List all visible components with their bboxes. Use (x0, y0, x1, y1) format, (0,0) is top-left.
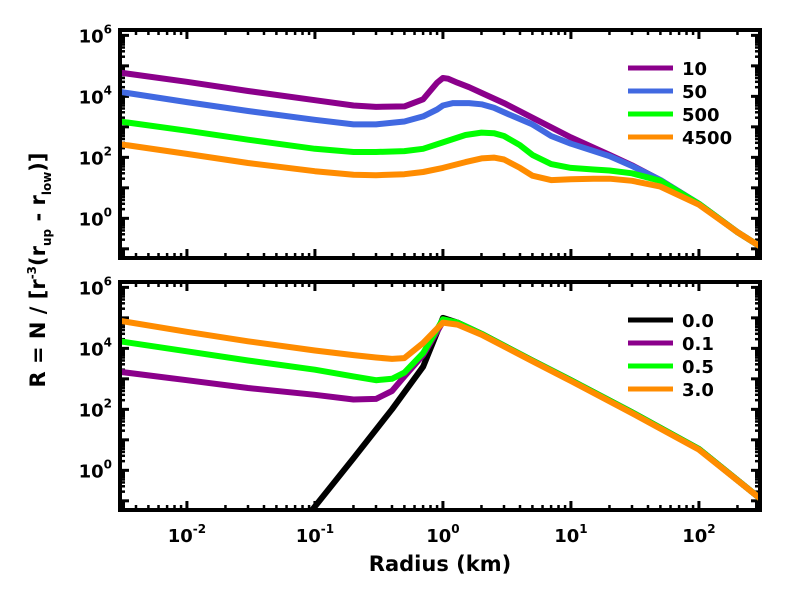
bottom-legend: 0.00.10.53.0 (628, 311, 714, 401)
bottom-series (120, 314, 760, 510)
legend-label-500: 500 (682, 105, 720, 126)
x-tick-label: 10-2 (168, 522, 206, 547)
x-axis-label: Radius (km) (369, 552, 511, 576)
bottom-y-tick-labels: 100 102 104 106 (79, 274, 112, 482)
series-line-0.1 (120, 318, 760, 501)
top-y-tick-labels: 100 102 104 106 (79, 22, 112, 230)
legend-label-3.0: 3.0 (682, 380, 714, 401)
y-tick-label: 100 (79, 457, 112, 482)
legend-label-4500: 4500 (682, 128, 732, 149)
y-tick-label: 102 (79, 144, 112, 169)
y-tick-label: 102 (79, 396, 112, 421)
top-plot-frame (118, 28, 762, 260)
legend-label-10: 10 (682, 59, 707, 80)
legend-label-50: 50 (682, 82, 707, 103)
y-tick-label: 104 (79, 335, 112, 360)
y-tick-label: 100 (79, 205, 112, 230)
series-line-500 (120, 118, 760, 249)
legend-label-0.5: 0.5 (682, 357, 714, 378)
series-line-3.0 (120, 317, 760, 501)
bottom-panel: 100 102 104 106 10-2 10-1 100 101 102 0.00.10.5… (79, 274, 762, 547)
x-tick-label: 101 (554, 522, 587, 547)
y-axis-label: R = N / [r-3(rup - rlow)] (25, 152, 54, 387)
bottom-plot-frame (118, 280, 762, 512)
bottom-x-tick-labels: 10-2 10-1 100 101 102 (168, 522, 716, 547)
legend-label-0.0: 0.0 (682, 311, 714, 332)
x-tick-label: 102 (682, 522, 715, 547)
top-series (120, 69, 760, 249)
series-line-4500 (120, 141, 760, 249)
bottom-ticks (118, 282, 762, 512)
x-tick-label: 10-1 (296, 522, 334, 547)
series-line-0.5 (120, 316, 760, 501)
y-tick-label: 106 (79, 274, 112, 299)
y-tick-label: 104 (79, 83, 112, 108)
y-tick-label: 106 (79, 22, 112, 47)
series-line-50 (120, 88, 760, 249)
x-tick-label: 100 (426, 522, 459, 547)
legend-label-0.1: 0.1 (682, 334, 714, 355)
